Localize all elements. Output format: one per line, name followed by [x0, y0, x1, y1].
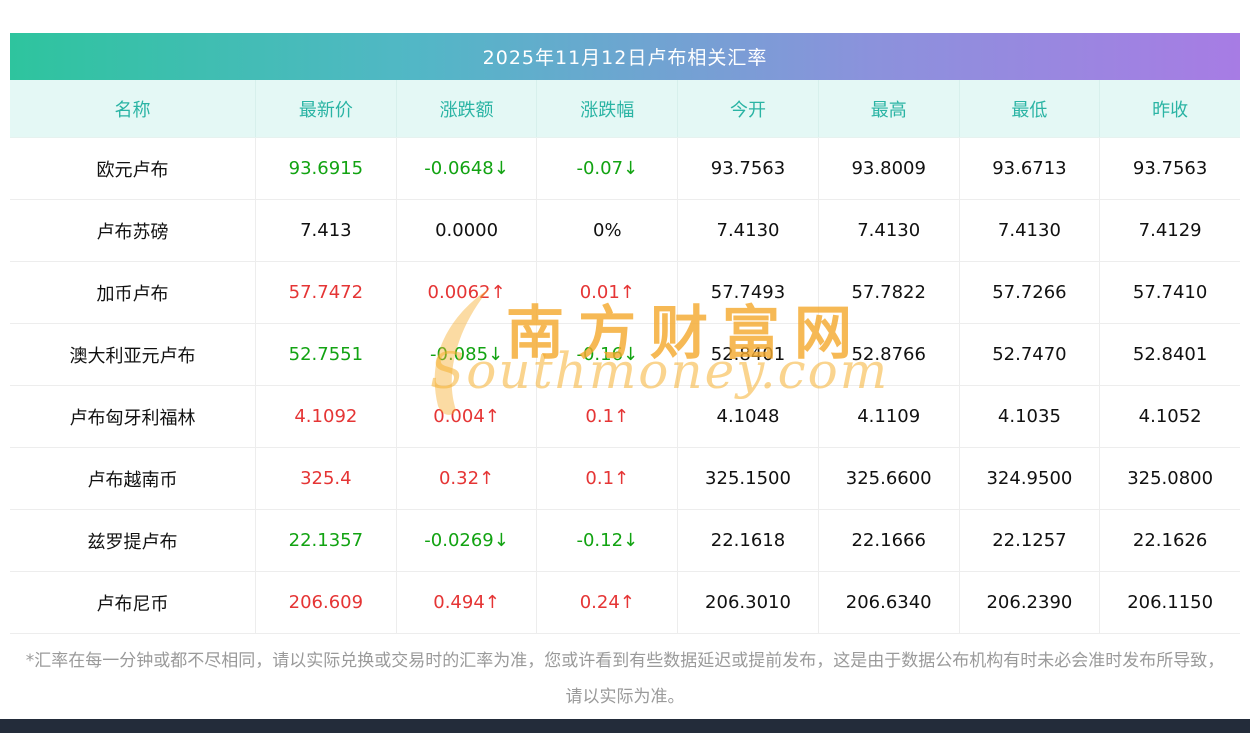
change-cell: 0.32↑ [395, 448, 537, 509]
prev-close-cell: 206.1150 [1099, 572, 1240, 633]
low-cell: 206.2390 [958, 572, 1100, 633]
prev-close-cell: 22.1626 [1099, 510, 1240, 571]
column-header: 今开 [677, 80, 818, 137]
change-cell: 0.0000 [395, 200, 537, 261]
low-cell: 52.7470 [958, 324, 1100, 385]
latest-cell: 7.413 [255, 200, 396, 261]
table-header-row: 名称 最新价 涨跌额 涨跌幅 今开 最高 最低 昨收 [10, 80, 1240, 138]
change-cell: -0.0269↓ [395, 510, 537, 571]
table-row: 卢布尼币 206.609 0.494↑ 0.24↑ 206.3010 206.6340 20… [10, 572, 1240, 634]
table-row: 卢布匈牙利福林 4.1092 0.004↑ 0.1↑ 4.1048 4.1109 4.103… [10, 386, 1240, 448]
prev-close-cell: 52.8401 [1099, 324, 1240, 385]
disclaimer-note: *汇率在每一分钟或都不尽相同，请以实际兑换或交易时的汇率为准，您或许看到有些数据… [25, 651, 1225, 707]
high-cell: 4.1109 [817, 386, 959, 447]
open-cell: 52.8401 [677, 324, 818, 385]
pair-name: 澳大利亚元卢布 [69, 345, 196, 367]
column-header: 最低 [958, 80, 1100, 137]
high-cell: 22.1666 [817, 510, 959, 571]
latest-cell: 52.7551 [255, 324, 396, 385]
table-row: 卢布越南币 325.4 0.32↑ 0.1↑ 325.1500 325.6600 324.9… [10, 448, 1240, 510]
table-row: 澳大利亚元卢布 52.7551 -0.085↓ -0.16↓ 52.8401 52.876… [10, 324, 1240, 386]
pair-name: 卢布越南币 [87, 469, 178, 491]
change-pct-cell: 0.24↑ [536, 572, 677, 633]
change-cell: 0.004↑ [395, 386, 537, 447]
table-body: 欧元卢布 93.6915 -0.0648↓ -0.07↓ 93.7563 93.8009 9… [10, 138, 1240, 634]
open-cell: 325.1500 [677, 448, 818, 509]
change-pct-cell: -0.07↓ [536, 138, 677, 199]
pair-name: 卢布尼币 [96, 593, 169, 615]
low-cell: 22.1257 [958, 510, 1100, 571]
change-cell: -0.0648↓ [395, 138, 537, 199]
page-title: 2025年11月12日卢布相关汇率 [482, 47, 768, 69]
prev-close-cell: 57.7410 [1099, 262, 1240, 323]
change-pct-cell: 0.1↑ [536, 448, 677, 509]
column-header: 昨收 [1099, 80, 1240, 137]
bottom-bar [0, 719, 1250, 733]
open-cell: 22.1618 [677, 510, 818, 571]
table-row: 卢布苏磅 7.413 0.0000 0% 7.4130 7.4130 7.4130 7.412… [10, 200, 1240, 262]
title-bar: 2025年11月12日卢布相关汇率 [10, 33, 1240, 80]
change-pct-cell: -0.12↓ [536, 510, 677, 571]
prev-close-cell: 325.0800 [1099, 448, 1240, 509]
rates-table: 名称 最新价 涨跌额 涨跌幅 今开 最高 最低 昨收 欧元卢布 93.6915 -0.0648↓ -… [10, 80, 1240, 634]
latest-cell: 4.1092 [255, 386, 396, 447]
open-cell: 7.4130 [677, 200, 818, 261]
column-header: 涨跌额 [395, 80, 537, 137]
latest-cell: 22.1357 [255, 510, 396, 571]
high-cell: 7.4130 [817, 200, 959, 261]
open-cell: 93.7563 [677, 138, 818, 199]
latest-cell: 57.7472 [255, 262, 396, 323]
latest-cell: 206.609 [255, 572, 396, 633]
open-cell: 206.3010 [677, 572, 818, 633]
pair-name: 加币卢布 [96, 283, 169, 305]
pair-name: 卢布匈牙利福林 [69, 407, 196, 429]
pair-name: 兹罗提卢布 [87, 531, 178, 553]
low-cell: 324.9500 [958, 448, 1100, 509]
pair-name: 卢布苏磅 [96, 221, 169, 243]
column-header: 最新价 [255, 80, 396, 137]
low-cell: 93.6713 [958, 138, 1100, 199]
change-pct-cell: 0.1↑ [536, 386, 677, 447]
change-pct-cell: 0.01↑ [536, 262, 677, 323]
change-cell: 0.0062↑ [395, 262, 537, 323]
change-pct-cell: -0.16↓ [536, 324, 677, 385]
column-header: 名称 [114, 99, 151, 121]
column-header: 涨跌幅 [536, 80, 677, 137]
pair-name: 欧元卢布 [96, 159, 169, 181]
open-cell: 57.7493 [677, 262, 818, 323]
high-cell: 206.6340 [817, 572, 959, 633]
change-pct-cell: 0% [536, 200, 677, 261]
table-row: 加币卢布 57.7472 0.0062↑ 0.01↑ 57.7493 57.7822 57.… [10, 262, 1240, 324]
low-cell: 7.4130 [958, 200, 1100, 261]
low-cell: 4.1035 [958, 386, 1100, 447]
prev-close-cell: 93.7563 [1099, 138, 1240, 199]
high-cell: 52.8766 [817, 324, 959, 385]
high-cell: 93.8009 [817, 138, 959, 199]
prev-close-cell: 7.4129 [1099, 200, 1240, 261]
high-cell: 57.7822 [817, 262, 959, 323]
low-cell: 57.7266 [958, 262, 1100, 323]
open-cell: 4.1048 [677, 386, 818, 447]
column-header: 最高 [817, 80, 959, 137]
latest-cell: 325.4 [255, 448, 396, 509]
change-cell: -0.085↓ [395, 324, 537, 385]
change-cell: 0.494↑ [395, 572, 537, 633]
high-cell: 325.6600 [817, 448, 959, 509]
table-row: 兹罗提卢布 22.1357 -0.0269↓ -0.12↓ 22.1618 22.1666… [10, 510, 1240, 572]
table-row: 欧元卢布 93.6915 -0.0648↓ -0.07↓ 93.7563 93.8009 9… [10, 138, 1240, 200]
latest-cell: 93.6915 [255, 138, 396, 199]
prev-close-cell: 4.1052 [1099, 386, 1240, 447]
